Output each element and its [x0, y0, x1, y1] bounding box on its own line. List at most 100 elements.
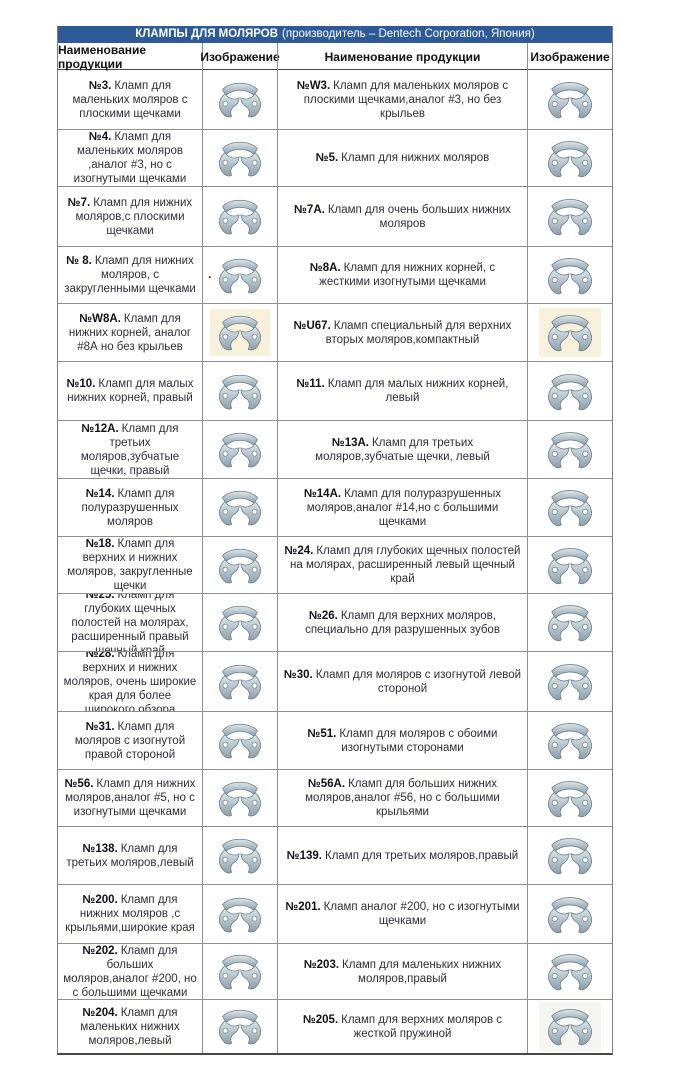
header-product-name-right: Наименование продукции [277, 43, 527, 71]
dental-clamp-icon [548, 490, 592, 527]
dental-clamp-icon [548, 1009, 592, 1046]
product-description: Кламп для нижних корней, аналог #8А но б… [68, 312, 192, 353]
table-row: №18. Кламп для верхних и нижних моляров, … [58, 536, 612, 593]
product-name-cell-left: № 8. Кламп для нижних моляров, с закругле… [58, 247, 202, 303]
clamp-photo [539, 134, 601, 183]
product-number: №10. [66, 378, 96, 390]
dental-clamp-icon [218, 315, 262, 351]
product-name-cell-left: №138. Кламп для третьих моляров,левый [58, 827, 202, 884]
table-title-manufacturer: (производитель – Dentech Corporation, Яп… [282, 28, 535, 40]
clamp-photo [210, 775, 270, 822]
product-image-cell-right [527, 885, 612, 943]
dental-clamp-icon [548, 199, 592, 236]
product-image-cell-left: . [202, 130, 277, 186]
table-row: №4. Кламп для маленьких моляров ,аналог #… [58, 129, 612, 186]
product-name-cell-right: №14А. Кламп для полуразрушенных моляров,а… [277, 479, 527, 536]
product-number: №W3. [296, 79, 331, 92]
product-image-cell-right [527, 362, 612, 420]
product-image-cell-left: . [202, 70, 277, 129]
product-image-cell-right [527, 594, 612, 651]
product-description: Кламп для нижних моляров,с плоскими щечк… [75, 196, 193, 237]
product-description: Кламп для третьих моляров,зубчатые щечки… [80, 422, 180, 477]
product-description: Кламп для полуразрушенных моляров [81, 487, 179, 528]
product-description: Кламп для нижних моляров [341, 152, 490, 164]
product-description: Кламп для маленьких моляров с плоскими щ… [72, 79, 188, 120]
product-number: №28. [85, 652, 115, 660]
dental-clamp-icon [218, 374, 262, 409]
product-name-cell-left: №18. Кламп для верхних и нижних моляров, … [58, 537, 202, 593]
product-name-cell-right: №205. Кламп для верхних моляров с жесткой… [277, 1000, 527, 1053]
clamp-photo [539, 541, 601, 590]
clamp-photo [539, 251, 601, 300]
product-description: Кламп для глубоких щечных полостей на мо… [71, 594, 189, 651]
product-name-cell-left: №W8A. Кламп для нижних корней, аналог #8А… [58, 304, 202, 361]
dental-clamp-icon [218, 838, 262, 874]
table-title: КЛАМПЫ ДЛЯ МОЛЯРОВ [135, 28, 279, 40]
dental-clamp-icon [218, 141, 262, 176]
product-image-cell-right [527, 770, 612, 826]
product-name-cell-right: №11. Кламп для малых нижних корней, левый [277, 362, 527, 420]
product-number: №139. [286, 849, 322, 862]
product-image-cell-left: . [202, 479, 277, 536]
dental-clamp-icon [218, 199, 262, 235]
dental-clamp-icon [218, 258, 262, 293]
dental-clamp-icon [218, 781, 262, 816]
product-description: Кламп для третьих моляров,правый [325, 849, 519, 862]
product-name-cell-right: №203. Кламп для маленьких нижних моляров,… [277, 944, 527, 999]
product-description: Кламп для нижних корней, с жесткими изог… [319, 262, 496, 288]
product-number: №56А. [307, 778, 346, 790]
clamp-photo [539, 483, 601, 532]
product-number: №138. [82, 842, 118, 855]
product-description: Кламп для малых нижних корней, правый [67, 378, 194, 404]
product-image-cell-left: . [202, 770, 277, 826]
product-description: Кламп для верхних и нижних моляров, закр… [67, 538, 193, 592]
clamp-photo [210, 309, 270, 356]
product-image-cell-left: . [202, 944, 277, 999]
product-number: №201. [285, 901, 321, 913]
product-description: Кламп для нижних моляров ,с крыльями,шир… [65, 894, 195, 934]
product-number: №203. [303, 958, 340, 971]
product-name-cell-left: №7. Кламп для нижних моляров,с плоскими щ… [58, 187, 202, 246]
product-image-cell-right [527, 944, 612, 999]
clamp-photo [539, 657, 601, 706]
dental-clamp-icon [548, 140, 592, 177]
product-image-cell-left: . [202, 247, 277, 303]
product-number: №14А. [303, 487, 342, 500]
dental-clamp-icon [218, 490, 262, 526]
product-name-cell-right: №13А. Кламп для третьих моляров,зубчатые … [277, 421, 527, 478]
clamp-photo [539, 75, 601, 124]
product-description: Кламп для малых нижних корней, левый [327, 378, 509, 404]
product-name-cell-right: №139. Кламп для третьих моляров,правый [277, 827, 527, 884]
clamp-photo [210, 484, 270, 531]
clamp-photo [210, 948, 270, 995]
dental-clamp-icon [548, 315, 592, 352]
molar-clamps-table: КЛАМПЫ ДЛЯ МОЛЯРОВ (производитель – Dente… [57, 26, 613, 1055]
table-row: №138.Кламп для третьих моляров,левый . [58, 826, 612, 884]
dental-clamp-icon [218, 1009, 262, 1045]
product-name-cell-right: №8А. Кламп для нижних корней, с жесткими … [277, 247, 527, 303]
product-description: Кламп для маленьких нижних моляров,левый [80, 1006, 180, 1047]
product-number: №W8A. [79, 312, 121, 325]
clamp-photo [210, 658, 270, 705]
table-row: № 8. Кламп для нижних моляров, с закругле… [58, 246, 612, 303]
product-name-cell-right: №30. Кламп для моляров с изогнутой левой … [277, 652, 527, 711]
product-number: №204. [82, 1006, 118, 1019]
product-image-cell-right [527, 712, 612, 769]
product-number: №3. [88, 79, 112, 92]
clamp-photo [539, 1002, 601, 1051]
product-name-cell-left: №10. Кламп для малых нижних корней, правы… [58, 362, 202, 420]
product-image-cell-left: . [202, 827, 277, 884]
product-number: №24. [284, 545, 314, 557]
product-name-cell-right: №7А. Кламп для очень больших нижних моляр… [277, 187, 527, 246]
product-name-cell-right: №26. Кламп для верхних моляров, специальн… [277, 594, 527, 651]
clamp-photo [539, 308, 601, 357]
product-number: №51. [307, 727, 337, 740]
product-image-cell-right [527, 827, 612, 884]
dental-clamp-icon [548, 664, 592, 701]
clamp-photo [539, 947, 601, 996]
product-number: №5. [315, 152, 339, 164]
product-image-cell-left: . [202, 187, 277, 246]
product-number: №31. [85, 720, 115, 733]
table-row: №3. Кламп для маленьких моляров с плоским… [58, 70, 612, 129]
table-row: №12А. Кламп для третьих моляров,зубчатые … [58, 420, 612, 478]
